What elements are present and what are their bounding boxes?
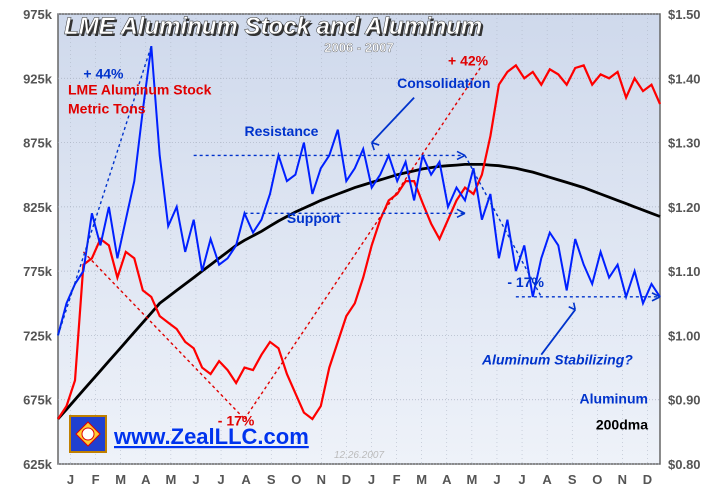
x-tick: J: [217, 472, 224, 487]
left-tick: 775k: [23, 264, 53, 279]
x-tick: M: [115, 472, 126, 487]
legend-black: 200dma: [596, 416, 648, 432]
right-tick: $0.90: [668, 393, 701, 408]
annot-support: Support: [287, 210, 341, 226]
left-tick: 675k: [23, 393, 53, 408]
chart-subtitle: 2006 - 2007: [324, 40, 393, 55]
x-tick: D: [342, 472, 351, 487]
x-tick: J: [368, 472, 375, 487]
x-tick: O: [592, 472, 602, 487]
right-tick: $1.20: [668, 200, 701, 215]
legend-blue: Aluminum: [580, 391, 648, 407]
x-tick: M: [466, 472, 477, 487]
x-tick: J: [493, 472, 500, 487]
x-tick: A: [141, 472, 151, 487]
x-tick: S: [267, 472, 276, 487]
x-tick: D: [643, 472, 652, 487]
annot-consolidation: Consolidation: [397, 75, 490, 91]
right-tick: $1.00: [668, 328, 701, 343]
x-tick: F: [393, 472, 401, 487]
right-tick: $1.40: [668, 71, 701, 86]
annot-stabilizing: Aluminum Stabilizing?: [481, 351, 633, 367]
x-tick: N: [317, 472, 326, 487]
x-tick: A: [241, 472, 251, 487]
right-tick: $1.50: [668, 7, 701, 22]
left-tick: 825k: [23, 200, 53, 215]
legend-red-1: LME Aluminum Stock: [68, 81, 212, 97]
x-tick: O: [291, 472, 301, 487]
left-tick: 975k: [23, 7, 53, 22]
source-url: www.ZealLLC.com: [113, 424, 309, 449]
x-tick: A: [442, 472, 452, 487]
x-tick: S: [568, 472, 577, 487]
x-tick: F: [92, 472, 100, 487]
left-tick: 875k: [23, 136, 53, 151]
x-tick: J: [518, 472, 525, 487]
x-tick: J: [192, 472, 199, 487]
right-tick: $1.30: [668, 136, 701, 151]
x-tick: M: [416, 472, 427, 487]
annot-plus44: + 44%: [83, 65, 124, 81]
chart-title: LME Aluminum Stock and Aluminum: [64, 13, 482, 40]
right-tick: $1.10: [668, 264, 701, 279]
x-tick: J: [67, 472, 74, 487]
annot-plus42: + 42%: [448, 52, 489, 68]
annot-resistance: Resistance: [245, 123, 319, 139]
legend-red-2: Metric Tons: [68, 101, 146, 117]
left-tick: 625k: [23, 457, 53, 472]
x-tick: A: [542, 472, 552, 487]
x-tick: M: [165, 472, 176, 487]
chart-container: 625k 675k 725k 775k 825k 875k 925k 975k $0.80 $0.…: [0, 0, 720, 504]
annot-minus17b: - 17%: [507, 274, 544, 290]
right-tick: $0.80: [668, 457, 701, 472]
left-tick: 725k: [23, 328, 53, 343]
chart-svg: 625k 675k 725k 775k 825k 875k 925k 975k $0.80 $0.…: [0, 0, 720, 504]
left-tick: 925k: [23, 71, 53, 86]
x-tick: N: [618, 472, 627, 487]
date-stamp: 12.26.2007: [334, 450, 384, 461]
